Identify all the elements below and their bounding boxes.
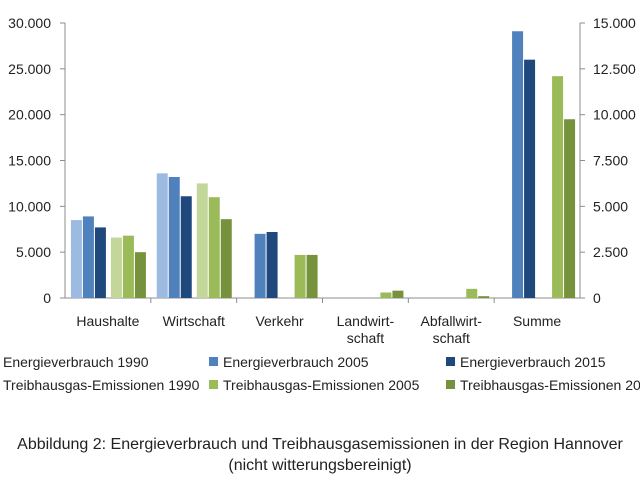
x-category-label: Summe: [513, 313, 561, 329]
y-right-tick-label: 0: [593, 290, 601, 306]
bar: [168, 177, 180, 298]
y-right-tick-label: 15.000: [593, 15, 636, 31]
bar: [392, 290, 404, 298]
bar: [478, 296, 490, 298]
bar: [220, 219, 232, 298]
bar: [110, 237, 122, 298]
bar: [94, 227, 106, 298]
legend-entry: Treibhausgas-Emissionen 2015: [460, 377, 640, 393]
x-category-label: Landwirt-: [337, 313, 395, 329]
bar: [82, 216, 94, 298]
bar: [122, 235, 134, 298]
y-right-tick-label: 5.000: [593, 198, 628, 214]
bar: [254, 233, 266, 298]
bar: [524, 59, 536, 298]
y-left-tick-label: 15.000: [8, 153, 51, 169]
y-left-tick-label: 20.000: [8, 107, 51, 123]
bar: [70, 220, 82, 298]
y-left-tick-label: 30.000: [8, 15, 51, 31]
figure-caption-line1: Abbildung 2: Energieverbrauch und Treibh…: [17, 436, 623, 453]
legend-entry: Treibhausgas-Emissionen 2005: [223, 377, 420, 393]
bar: [564, 119, 576, 298]
bar: [294, 254, 306, 298]
bar: [196, 183, 208, 298]
figure-caption-line2: (nicht witterungsbereinigt): [228, 457, 412, 474]
legend-entry: Energieverbrauch 2015: [460, 354, 606, 370]
y-left-tick-label: 5.000: [16, 244, 51, 260]
y-right-tick-label: 7.500: [593, 153, 628, 169]
legend-entry: Energieverbrauch 2005: [223, 354, 369, 370]
y-right-tick-label: 10.000: [593, 107, 636, 123]
bar: [552, 76, 564, 299]
legend-swatch: [446, 380, 455, 389]
x-category-label: Wirtschaft: [163, 313, 225, 329]
y-left-tick-label: 25.000: [8, 61, 51, 77]
x-category-label: Haushalte: [76, 313, 139, 329]
y-right-tick-label: 12.500: [593, 61, 636, 77]
x-category-label: schaft: [347, 330, 384, 346]
bar: [180, 196, 192, 298]
bar: [306, 254, 318, 298]
legend-swatch: [209, 357, 218, 366]
y-left-tick-label: 0: [43, 290, 51, 306]
bar: [156, 173, 168, 298]
legend-entry: Energieverbrauch 1990: [3, 354, 149, 370]
legend-entry: Treibhausgas-Emissionen 1990: [3, 377, 200, 393]
bar-chart: 0 5.000 10.000 15.000 20.000 25.000 30.000 0 2.5…: [3, 15, 640, 393]
bar: [512, 31, 524, 298]
y-left-tick-label: 10.000: [8, 198, 51, 214]
legend-swatch: [446, 357, 455, 366]
bar: [380, 292, 392, 298]
bar: [266, 232, 278, 298]
y-right-tick-label: 2.500: [593, 244, 628, 260]
x-category-label: Verkehr: [255, 313, 304, 329]
bar: [208, 197, 220, 298]
x-category-label: Abfallwirt-: [421, 313, 483, 329]
legend-swatch: [209, 380, 218, 389]
bar: [134, 252, 146, 298]
bar: [466, 288, 478, 298]
x-category-label: schaft: [433, 330, 470, 346]
